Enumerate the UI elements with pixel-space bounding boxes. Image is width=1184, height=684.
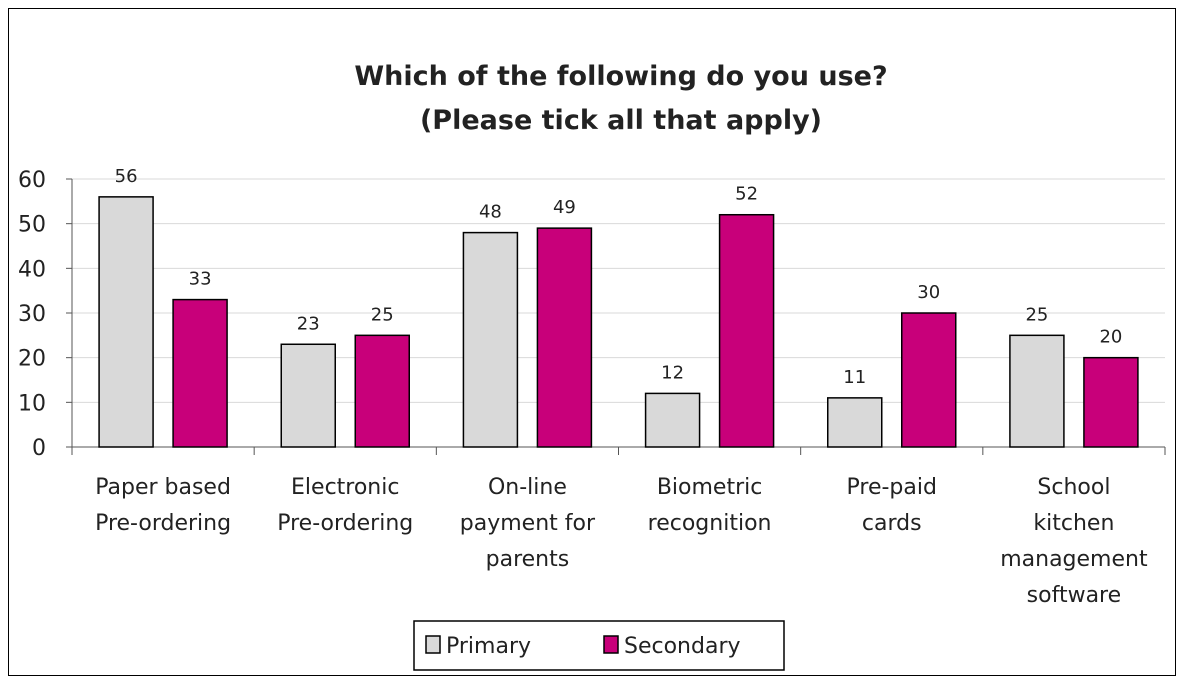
data-label: 20 xyxy=(1099,327,1122,348)
bar-secondary xyxy=(536,227,593,448)
bar-primary xyxy=(280,343,336,448)
bar-primary xyxy=(462,231,519,448)
category-label: On-line payment for parents xyxy=(460,475,596,572)
category-label-line: On-line xyxy=(488,475,567,500)
chart-title-line: Which of the following do you use? xyxy=(354,61,887,92)
category-label-line: Pre-ordering xyxy=(95,511,231,536)
legend-swatch-primary xyxy=(425,635,441,654)
category-label-line: kitchen xyxy=(1033,511,1114,536)
category-label-line: Biometric xyxy=(657,475,763,500)
legend-box xyxy=(413,620,785,671)
data-label: 30 xyxy=(917,282,940,303)
chart-title-line: (Please tick all that apply) xyxy=(420,105,822,136)
category-label-line: payment for xyxy=(460,511,596,536)
category-label-line: Pre-ordering xyxy=(277,511,413,536)
category-label-line: Paper based xyxy=(95,475,231,500)
legend: Primary Secondary xyxy=(413,620,785,671)
category-label-line: cards xyxy=(862,511,922,536)
y-tick-label: 60 xyxy=(18,168,46,193)
category-label-line: Pre-paid xyxy=(847,475,937,500)
bar-primary xyxy=(644,392,701,448)
y-tick-label: 10 xyxy=(18,391,46,416)
bar-primary xyxy=(827,397,883,448)
bar-secondary xyxy=(172,298,228,448)
axes: 0 10 20 30 40 50 60 xyxy=(18,168,1166,461)
category-label: Biometric recognition xyxy=(648,475,772,536)
data-label: 25 xyxy=(1025,304,1048,325)
data-label: 48 xyxy=(479,202,502,223)
category-label-line: School xyxy=(1037,475,1110,500)
y-tick-label: 50 xyxy=(18,213,46,238)
category-label: Paper based Pre-ordering xyxy=(95,475,231,536)
bar-secondary xyxy=(354,334,410,448)
bar-primary xyxy=(98,196,154,448)
bar-secondary xyxy=(718,213,775,448)
category-label-line: recognition xyxy=(648,511,772,536)
legend-label-primary: Primary xyxy=(446,634,531,659)
data-label: 25 xyxy=(371,304,394,325)
data-label: 56 xyxy=(115,166,138,187)
chart-title: Which of the following do you use? (Pleas… xyxy=(354,61,887,136)
category-label: Electronic Pre-ordering xyxy=(277,475,413,536)
y-tick-label: 20 xyxy=(18,347,46,372)
y-tick-label: 40 xyxy=(18,257,46,282)
data-label: 49 xyxy=(553,197,576,218)
legend-swatch-secondary xyxy=(603,635,619,654)
category-label-line: software xyxy=(1027,583,1121,608)
y-tick-label: 30 xyxy=(18,302,46,327)
y-tick-label: 0 xyxy=(32,436,46,461)
category-label-line: Electronic xyxy=(291,475,399,500)
legend-label-secondary: Secondary xyxy=(624,634,741,659)
category-labels: Paper based Pre-ordering Electronic Pre-ord… xyxy=(95,475,1148,608)
category-label: School kitchen management software xyxy=(1000,475,1148,608)
gridlines xyxy=(72,178,1165,403)
data-label: 33 xyxy=(189,269,212,290)
bar-secondary xyxy=(1083,356,1139,448)
data-label: 12 xyxy=(661,362,684,383)
bar-secondary xyxy=(901,312,957,448)
data-label: 52 xyxy=(735,184,758,205)
data-label: 11 xyxy=(843,367,866,388)
category-label-line: management xyxy=(1000,547,1148,572)
data-labels: 56 33 23 25 48 49 12 52 11 30 25 20 xyxy=(115,166,1123,388)
bar-primary xyxy=(1009,334,1065,448)
bars xyxy=(98,196,1139,448)
category-label: Pre-paid cards xyxy=(847,475,937,536)
category-label-line: parents xyxy=(486,547,570,572)
data-label: 23 xyxy=(297,313,320,334)
